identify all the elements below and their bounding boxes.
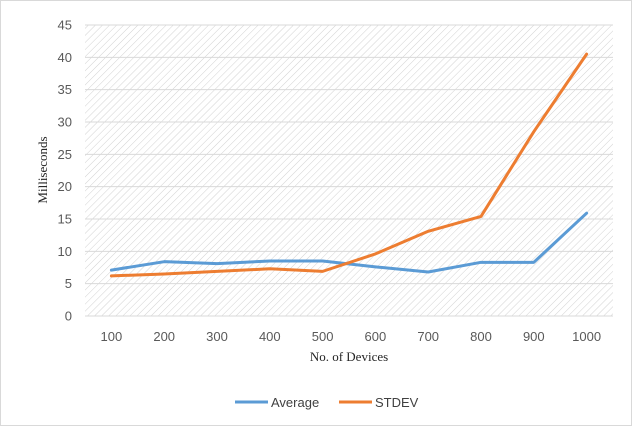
legend: Average STDEV [235, 395, 419, 410]
legend-item-average: Average [235, 395, 319, 410]
y-tick-label: 40 [58, 50, 72, 65]
y-tick-label: 5 [65, 276, 72, 291]
y-tick-label: 15 [58, 212, 72, 227]
x-tick-label: 600 [365, 329, 387, 344]
series-line-stdev [109, 52, 589, 278]
legend-item-stdev: STDEV [339, 395, 419, 410]
y-axis-ticks: 0 5 10 15 20 25 30 35 40 45 [58, 18, 72, 324]
legend-label-stdev: STDEV [375, 395, 419, 410]
x-tick-label: 500 [312, 329, 334, 344]
y-tick-label: 20 [58, 179, 72, 194]
y-tick-label: 10 [58, 244, 72, 259]
y-tick-label: 45 [58, 18, 72, 33]
y-tick-label: 30 [58, 115, 72, 130]
y-axis-title: Milliseconds [35, 136, 50, 203]
gridlines [85, 24, 613, 317]
x-tick-label: 100 [101, 329, 123, 344]
legend-label-average: Average [271, 395, 319, 410]
x-tick-label: 200 [153, 329, 175, 344]
y-tick-label: 35 [58, 82, 72, 97]
plot-area [85, 25, 613, 316]
x-tick-label: 800 [470, 329, 492, 344]
x-axis-ticks: 100 200 300 400 500 600 700 800 900 1000 [101, 329, 602, 344]
y-tick-label: 0 [65, 309, 72, 324]
series-lines [109, 52, 589, 278]
x-tick-label: 300 [206, 329, 228, 344]
x-tick-label: 1000 [572, 329, 601, 344]
x-tick-label: 400 [259, 329, 281, 344]
x-tick-label: 900 [523, 329, 545, 344]
y-tick-label: 25 [58, 147, 72, 162]
x-tick-label: 700 [417, 329, 439, 344]
x-axis-title: No. of Devices [310, 349, 388, 364]
